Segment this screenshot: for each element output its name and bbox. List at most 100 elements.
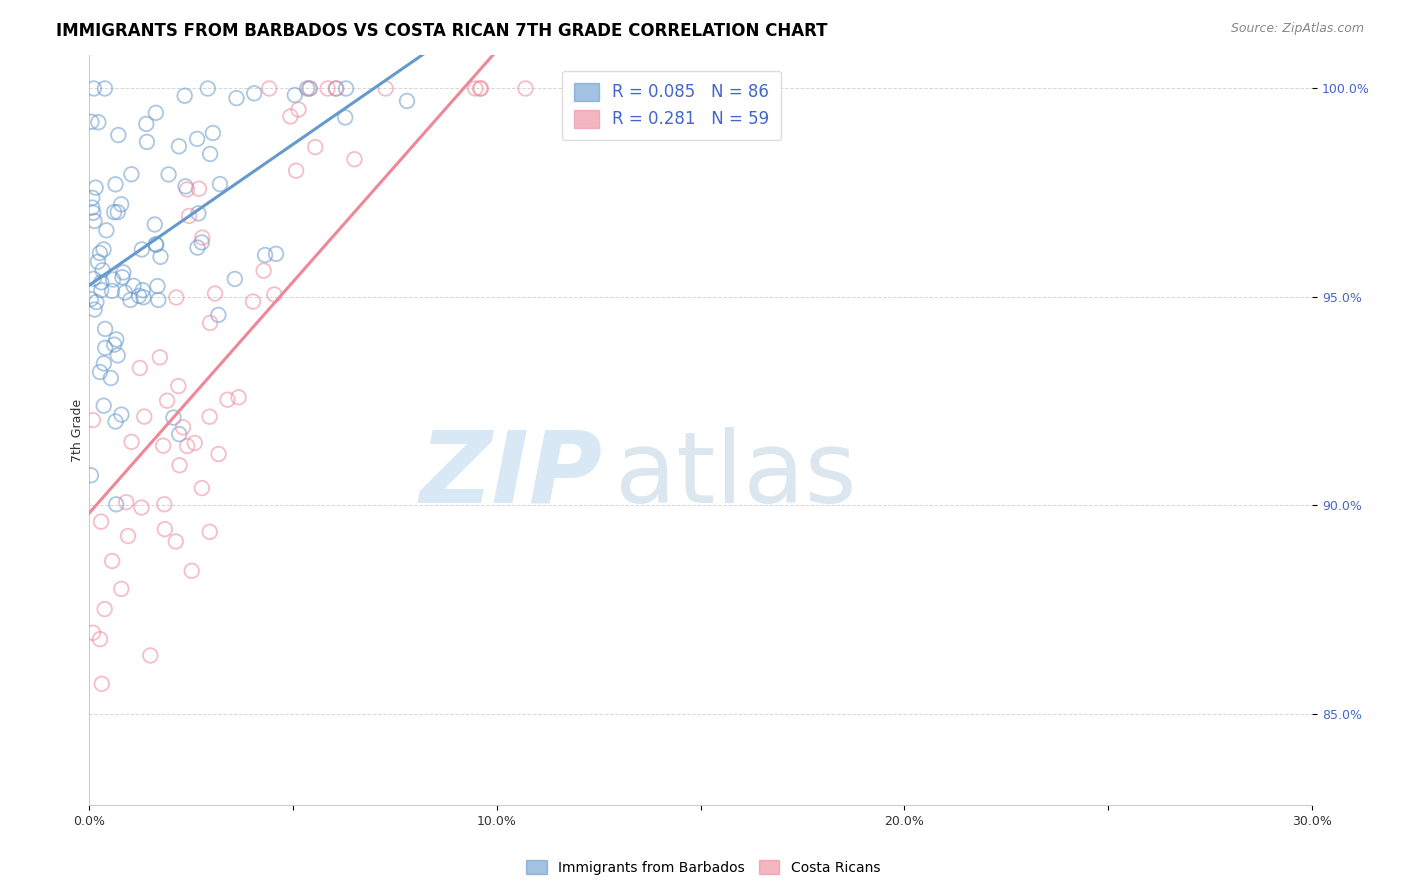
Point bbox=[264, 247, 287, 261]
Point bbox=[208, 177, 231, 191]
Point bbox=[285, 163, 308, 178]
Point bbox=[82, 625, 104, 640]
Point bbox=[136, 135, 159, 149]
Point bbox=[132, 290, 155, 304]
Point bbox=[201, 126, 224, 140]
Point bbox=[257, 81, 280, 95]
Point bbox=[162, 410, 184, 425]
Point bbox=[191, 230, 214, 244]
Point bbox=[146, 279, 169, 293]
Point bbox=[110, 408, 132, 422]
Point bbox=[153, 497, 176, 511]
Point bbox=[325, 81, 347, 95]
Text: IMMIGRANTS FROM BARBADOS VS COSTA RICAN 7TH GRADE CORRELATION CHART: IMMIGRANTS FROM BARBADOS VS COSTA RICAN … bbox=[56, 22, 828, 40]
Point bbox=[186, 241, 208, 255]
Point bbox=[167, 427, 190, 442]
Text: atlas: atlas bbox=[614, 426, 856, 524]
Point bbox=[128, 361, 150, 376]
Point bbox=[90, 515, 112, 529]
Point bbox=[131, 243, 153, 257]
Point bbox=[89, 246, 111, 260]
Point bbox=[82, 413, 104, 427]
Point bbox=[252, 263, 274, 277]
Point bbox=[83, 302, 105, 317]
Point bbox=[148, 293, 170, 307]
Point bbox=[107, 205, 129, 219]
Point bbox=[110, 582, 132, 596]
Point bbox=[103, 337, 125, 351]
Point bbox=[198, 147, 221, 161]
Point bbox=[198, 316, 221, 330]
Point bbox=[174, 179, 197, 194]
Point bbox=[103, 205, 125, 219]
Point bbox=[89, 632, 111, 647]
Point bbox=[567, 81, 589, 95]
Point bbox=[149, 250, 172, 264]
Point bbox=[263, 287, 285, 301]
Point bbox=[298, 81, 321, 95]
Point bbox=[157, 168, 180, 182]
Point bbox=[82, 191, 104, 205]
Point bbox=[120, 293, 142, 307]
Point bbox=[83, 214, 105, 228]
Point bbox=[110, 197, 132, 211]
Point bbox=[167, 379, 190, 393]
Point bbox=[468, 81, 491, 95]
Point bbox=[101, 284, 124, 298]
Point bbox=[176, 439, 198, 453]
Point bbox=[104, 414, 127, 428]
Point bbox=[120, 167, 142, 181]
Point bbox=[82, 206, 104, 220]
Point bbox=[87, 115, 110, 129]
Point bbox=[207, 447, 229, 461]
Point bbox=[96, 223, 118, 237]
Point bbox=[169, 458, 191, 473]
Point bbox=[228, 390, 250, 404]
Legend: R = 0.085   N = 86, R = 0.281   N = 59: R = 0.085 N = 86, R = 0.281 N = 59 bbox=[562, 71, 780, 140]
Point bbox=[343, 153, 366, 167]
Point bbox=[316, 81, 339, 95]
Point bbox=[134, 409, 156, 424]
Point bbox=[187, 206, 209, 220]
Legend: Immigrants from Barbados, Costa Ricans: Immigrants from Barbados, Costa Ricans bbox=[520, 855, 886, 880]
Point bbox=[335, 81, 357, 95]
Point bbox=[145, 105, 167, 120]
Point bbox=[325, 81, 347, 95]
Point bbox=[121, 434, 143, 449]
Point bbox=[80, 468, 103, 483]
Point bbox=[304, 140, 326, 154]
Point bbox=[90, 677, 112, 691]
Point bbox=[115, 495, 138, 509]
Point bbox=[204, 286, 226, 301]
Point bbox=[139, 648, 162, 663]
Point bbox=[470, 81, 492, 95]
Point bbox=[93, 602, 115, 616]
Point bbox=[183, 436, 205, 450]
Point bbox=[287, 103, 309, 117]
Y-axis label: 7th Grade: 7th Grade bbox=[72, 399, 84, 462]
Point bbox=[186, 132, 208, 146]
Point bbox=[132, 283, 155, 297]
Point bbox=[152, 439, 174, 453]
Point bbox=[101, 272, 124, 286]
Point bbox=[224, 272, 246, 286]
Point bbox=[83, 81, 105, 95]
Point bbox=[128, 289, 150, 303]
Point bbox=[395, 94, 418, 108]
Text: Source: ZipAtlas.com: Source: ZipAtlas.com bbox=[1230, 22, 1364, 36]
Point bbox=[145, 237, 167, 252]
Point bbox=[111, 270, 134, 285]
Point bbox=[94, 81, 117, 95]
Point bbox=[94, 322, 117, 336]
Point bbox=[131, 500, 153, 515]
Point bbox=[91, 263, 114, 277]
Point bbox=[107, 128, 129, 142]
Point bbox=[94, 341, 117, 355]
Point bbox=[104, 178, 127, 192]
Point bbox=[298, 81, 321, 95]
Point bbox=[374, 81, 396, 95]
Point bbox=[295, 81, 318, 95]
Point bbox=[82, 201, 104, 215]
Point bbox=[172, 420, 194, 434]
Point bbox=[335, 111, 357, 125]
